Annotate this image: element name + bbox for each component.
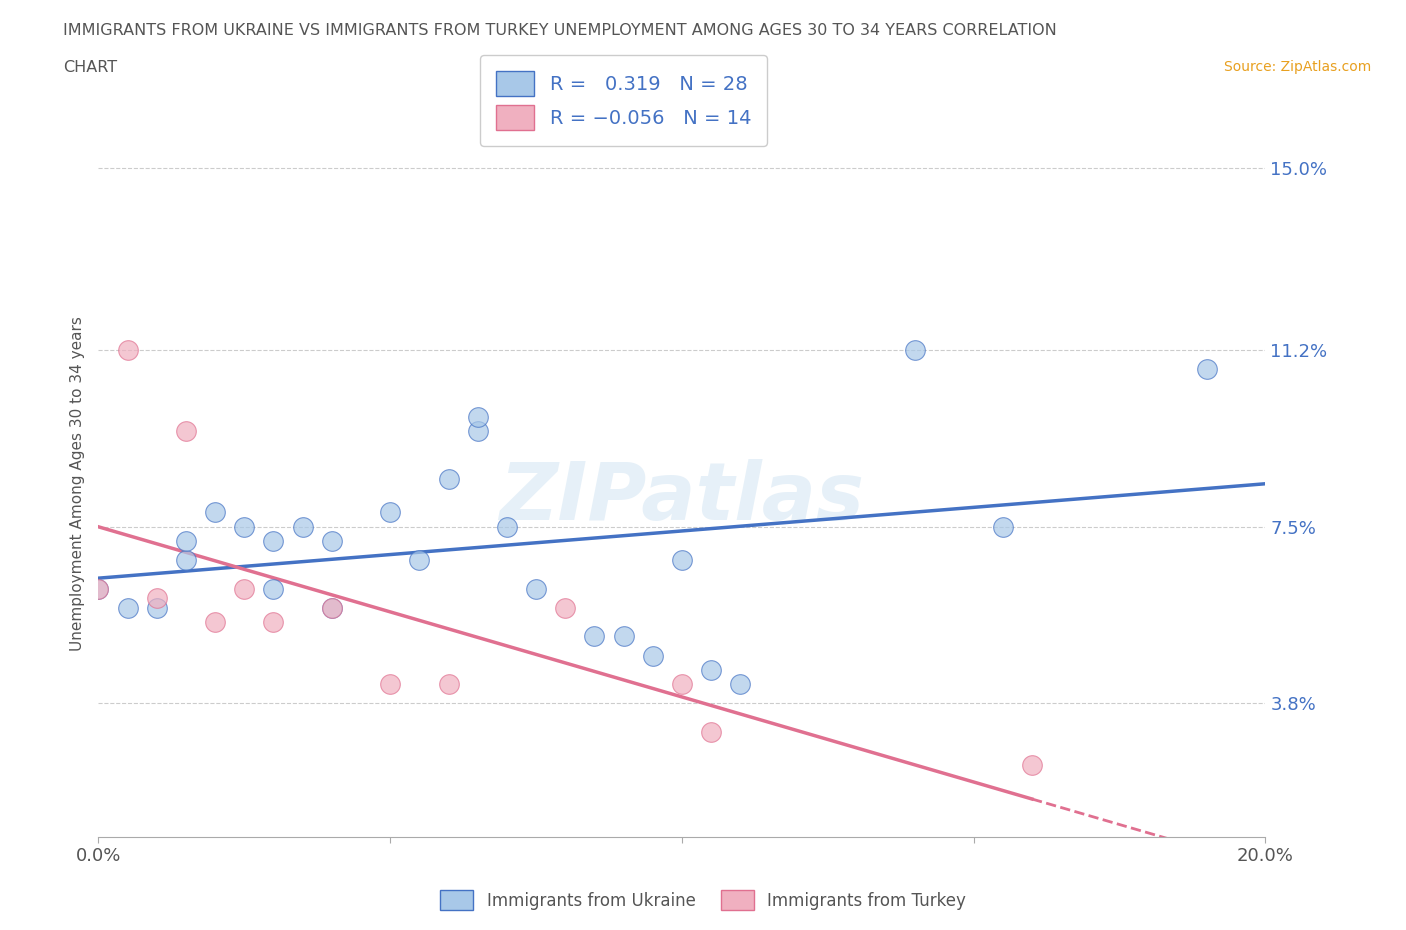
Point: [262, 615, 284, 630]
Point: [87, 581, 110, 596]
Y-axis label: Unemployment Among Ages 30 to 34 years: Unemployment Among Ages 30 to 34 years: [69, 316, 84, 651]
Point: [1195, 362, 1218, 377]
Text: IMMIGRANTS FROM UKRAINE VS IMMIGRANTS FROM TURKEY UNEMPLOYMENT AMONG AGES 30 TO : IMMIGRANTS FROM UKRAINE VS IMMIGRANTS FR…: [63, 23, 1057, 38]
Point: [991, 519, 1014, 534]
Point: [671, 552, 693, 567]
Point: [700, 724, 723, 739]
Point: [612, 629, 634, 644]
Text: ZIPatlas: ZIPatlas: [499, 458, 865, 537]
Point: [904, 342, 927, 357]
Point: [321, 601, 343, 616]
Point: [583, 629, 606, 644]
Text: Source: ZipAtlas.com: Source: ZipAtlas.com: [1223, 60, 1371, 74]
Point: [700, 662, 723, 677]
Point: [233, 581, 256, 596]
Point: [174, 424, 197, 439]
Point: [641, 648, 664, 663]
Point: [554, 601, 576, 616]
Point: [437, 472, 460, 486]
Point: [496, 519, 519, 534]
Point: [204, 505, 226, 520]
Point: [174, 552, 197, 567]
Point: [146, 601, 169, 616]
Point: [467, 409, 489, 424]
Point: [671, 677, 693, 692]
Point: [87, 581, 110, 596]
Point: [524, 581, 547, 596]
Point: [117, 342, 139, 357]
Point: [174, 534, 197, 549]
Point: [380, 677, 402, 692]
Point: [437, 677, 460, 692]
Point: [730, 677, 752, 692]
Point: [467, 424, 489, 439]
Point: [233, 519, 256, 534]
Point: [146, 591, 169, 605]
Point: [321, 534, 343, 549]
Point: [262, 581, 284, 596]
Legend: Immigrants from Ukraine, Immigrants from Turkey: Immigrants from Ukraine, Immigrants from…: [433, 884, 973, 917]
Point: [408, 552, 430, 567]
Text: CHART: CHART: [63, 60, 117, 75]
Legend: R =   0.319   N = 28, R = −0.056   N = 14: R = 0.319 N = 28, R = −0.056 N = 14: [479, 55, 768, 146]
Point: [204, 615, 226, 630]
Point: [380, 505, 402, 520]
Point: [321, 601, 343, 616]
Point: [1021, 758, 1043, 773]
Point: [291, 519, 314, 534]
Point: [262, 534, 284, 549]
Point: [117, 601, 139, 616]
